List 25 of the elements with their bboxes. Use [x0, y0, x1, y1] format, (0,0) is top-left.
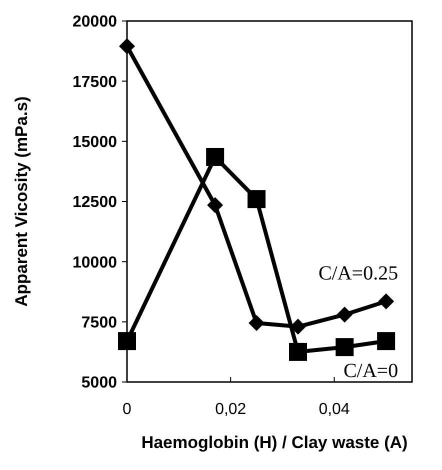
y-tick-label: 17500 [72, 74, 118, 91]
y-tick-label: 12500 [72, 194, 118, 212]
point [336, 338, 354, 356]
y-axis-title: Apparent Vicosity (mPa.s) [12, 96, 31, 307]
x-tick-label: 0,02 [215, 401, 246, 418]
series-label: C/A=0.25 [318, 262, 398, 284]
y-tick-label: 5000 [81, 374, 118, 392]
point [336, 306, 353, 323]
y-tick-label: 7500 [81, 314, 118, 332]
x-axis-title: Haemoglobin (H) / Clay waste (A) [141, 433, 408, 452]
point [119, 38, 135, 54]
point [289, 342, 307, 361]
point [248, 315, 265, 332]
point [248, 190, 266, 208]
point [377, 332, 396, 350]
point [207, 197, 224, 214]
point [118, 332, 136, 350]
y-tick-label: 20000 [72, 14, 118, 31]
series-label: C/A=0 [343, 360, 398, 382]
y-tick-label: 10000 [72, 254, 118, 272]
y-tick-label: 15000 [72, 134, 118, 151]
point [206, 148, 224, 166]
x-tick-label: 0,04 [318, 401, 350, 418]
x-tick-label: 0 [122, 401, 132, 418]
point [378, 293, 394, 310]
